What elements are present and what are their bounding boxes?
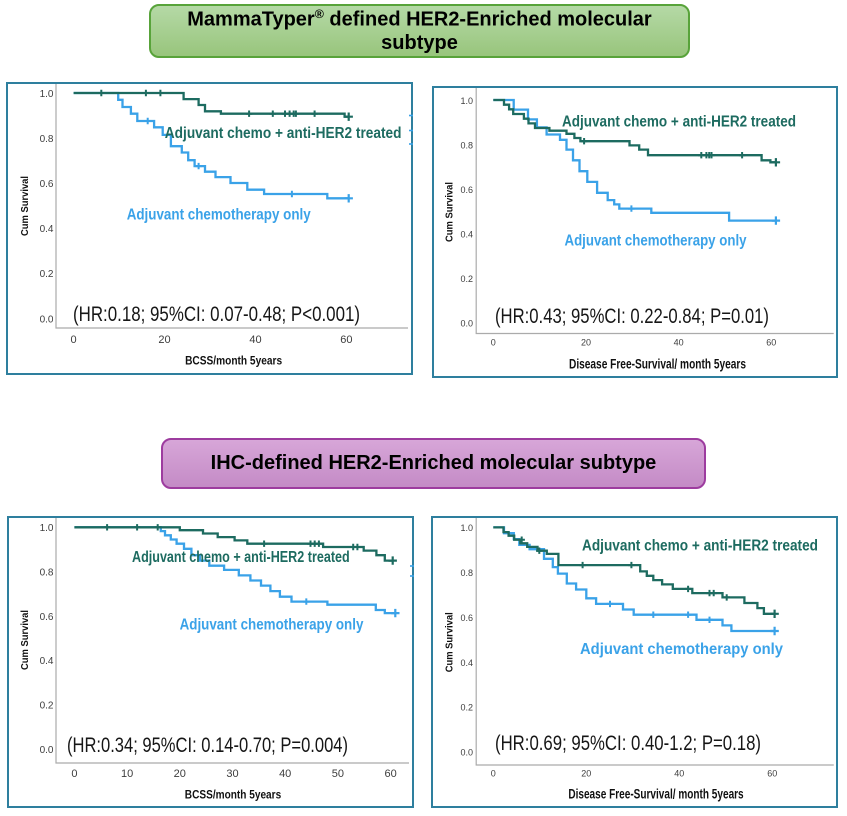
svg-text:Disease Free-Survival/ month 5: Disease Free-Survival/ month 5years [568, 785, 743, 801]
svg-text:1.0: 1.0 [460, 523, 473, 533]
svg-text:0.0: 0.0 [460, 748, 473, 758]
svg-text:0: 0 [71, 334, 77, 346]
svg-text:0: 0 [71, 768, 77, 780]
svg-text:0.0: 0.0 [40, 745, 54, 756]
svg-text:BCSS/month 5years: BCSS/month 5years [185, 788, 282, 802]
svg-text:0.4: 0.4 [460, 658, 473, 668]
svg-text:0.6: 0.6 [40, 612, 54, 623]
svg-text:0.0: 0.0 [460, 318, 473, 328]
svg-text:Adjuvant chemotherapy only: Adjuvant chemotherapy only [565, 233, 747, 250]
svg-text:Adjuvant chemo + anti-HER2 tr: Adjuvant chemo + anti-HER2 treated [165, 125, 402, 142]
svg-text:Adjuvant chemotherapy only: Adjuvant chemotherapy only [127, 207, 311, 224]
svg-text:Cum Survival: Cum Survival [19, 176, 31, 236]
svg-text:Adjuvant chemo + anti-HER2 tr: Adjuvant chemo + anti-HER2 treated [132, 549, 350, 566]
svg-text:(HR:0.34; 95%CI: 0.14-0.70; P=: (HR:0.34; 95%CI: 0.14-0.70; P=0.004) [67, 734, 348, 757]
svg-text:20: 20 [158, 334, 170, 346]
svg-text:60: 60 [384, 768, 396, 780]
svg-text:40: 40 [249, 334, 261, 346]
svg-text:30: 30 [226, 768, 238, 780]
svg-text:0.4: 0.4 [40, 656, 54, 667]
svg-text:0.0: 0.0 [40, 314, 54, 325]
svg-text:(HR:0.69; 95%CI: 0.40-1.2; P=0: (HR:0.69; 95%CI: 0.40-1.2; P=0.18) [495, 732, 761, 755]
svg-text:Adjuvant chemo + anti-HER2 tr: Adjuvant chemo + anti-HER2 treated [582, 538, 818, 555]
svg-text:10: 10 [121, 768, 133, 780]
svg-text:0.4: 0.4 [460, 229, 473, 239]
svg-text:0: 0 [491, 769, 496, 779]
svg-text:20: 20 [174, 768, 186, 780]
svg-text:40: 40 [674, 769, 684, 779]
svg-text:Adjuvant chemo + anti-HER2 tr: Adjuvant chemo + anti-HER2 treated [562, 114, 796, 131]
svg-text:0.8: 0.8 [460, 140, 473, 150]
svg-text:0.2: 0.2 [460, 703, 473, 713]
svg-text:60: 60 [766, 338, 776, 348]
svg-text:0.6: 0.6 [40, 179, 54, 190]
svg-text:0.2: 0.2 [460, 274, 473, 284]
svg-text:20: 20 [581, 769, 591, 779]
svg-text:Cum Survival: Cum Survival [19, 610, 31, 670]
svg-text:0.2: 0.2 [40, 701, 54, 712]
svg-text:60: 60 [340, 334, 352, 346]
svg-text:0.6: 0.6 [460, 185, 473, 195]
svg-text:1.0: 1.0 [460, 96, 473, 106]
svg-text:Cum Survival: Cum Survival [443, 182, 455, 242]
svg-text:0.2: 0.2 [40, 269, 54, 280]
svg-text:40: 40 [674, 338, 684, 348]
svg-text:0.8: 0.8 [460, 568, 473, 578]
svg-text:1.0: 1.0 [40, 523, 54, 534]
svg-text:Disease Free-Survival/ month 5: Disease Free-Survival/ month 5years [569, 355, 746, 371]
svg-text:0.8: 0.8 [40, 134, 54, 145]
svg-text:0: 0 [491, 338, 496, 348]
svg-text:Adjuvant chemotherapy only: Adjuvant chemotherapy only [580, 641, 783, 658]
svg-text:50: 50 [332, 768, 344, 780]
svg-text:BCSS/month 5years: BCSS/month 5years [185, 354, 282, 368]
svg-text:(HR:0.18; 95%CI: 0.07-0.48; P<: (HR:0.18; 95%CI: 0.07-0.48; P<0.001) [73, 303, 360, 326]
svg-text:40: 40 [279, 768, 291, 780]
svg-text:0.6: 0.6 [460, 613, 473, 623]
svg-text:0.4: 0.4 [40, 224, 54, 235]
svg-text:(HR:0.43; 95%CI: 0.22-0.84; P=: (HR:0.43; 95%CI: 0.22-0.84; P=0.01) [495, 305, 769, 328]
svg-text:1.0: 1.0 [40, 89, 54, 100]
svg-text:Cum Survival: Cum Survival [443, 612, 455, 672]
svg-text:Adjuvant chemotherapy only: Adjuvant chemotherapy only [180, 617, 364, 634]
svg-text:20: 20 [581, 338, 591, 348]
svg-text:60: 60 [767, 769, 777, 779]
svg-text:0.8: 0.8 [40, 567, 54, 578]
